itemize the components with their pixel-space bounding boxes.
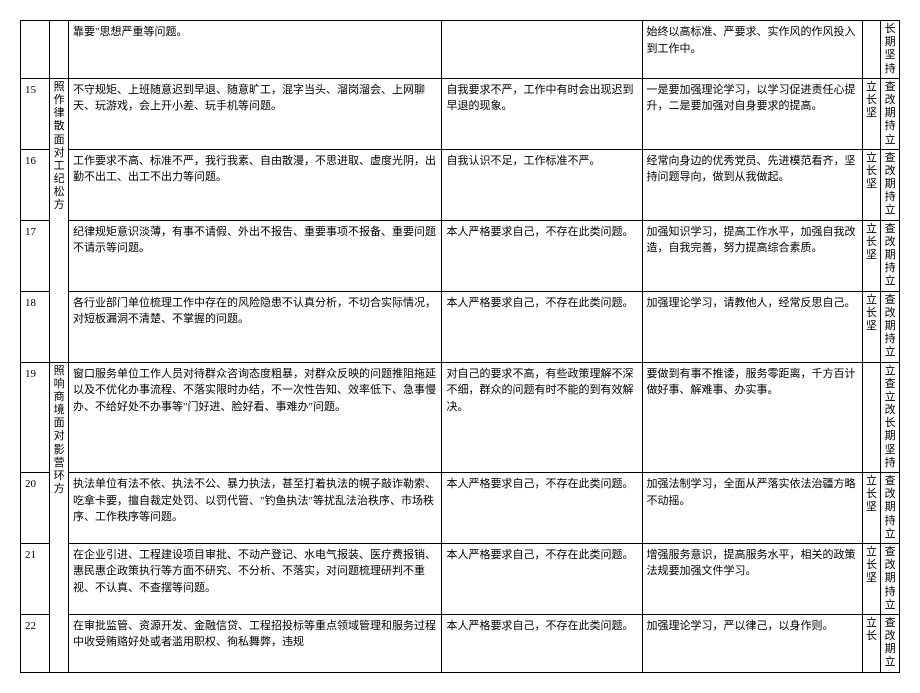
issue-cell: 在审批监管、资源开发、金融信贷、工程招投标等重点领域管理和服务过程中收受贿赂好处… [69, 614, 442, 672]
issue-cell: 靠要"思想严重等问题。 [69, 21, 442, 79]
row-number: 15 [21, 78, 50, 149]
timeline1-cell: 立长坚 [862, 543, 881, 614]
table-row: 靠要"思想严重等问题。 始终以高标准、严要求、实作风的作风投入到工作中。长期坚持 [21, 21, 900, 79]
row-number: 22 [21, 614, 50, 672]
timeline2-cell: 查改期持立 [881, 473, 900, 544]
table-row: 19照响商境面对影营环方窗口服务单位工作人员对待群众咨询态度粗暴，对群众反映的问… [21, 362, 900, 473]
timeline2-cell: 查改期持立 [881, 220, 900, 291]
self-cell: 本人严格要求自己，不存在此类问题。 [442, 220, 642, 291]
row-number: 16 [21, 149, 50, 220]
timeline2-cell: 查改期立 [881, 614, 900, 672]
timeline1-cell [862, 21, 881, 79]
timeline2-cell: 长期坚持 [881, 21, 900, 79]
table-row: 21 在企业引进、工程建设项目审批、不动产登记、水电气报装、医疗费报销、惠民惠企政… [21, 543, 900, 614]
timeline1-cell: 立长坚 [862, 473, 881, 544]
row-number [21, 21, 50, 79]
issue-cell: 窗口服务单位工作人员对待群众咨询态度粗暴，对群众反映的问题推阻拖延以及不优化办事… [69, 362, 442, 473]
self-cell: 自我要求不严，工作中有时会出现迟到早退的现象。 [442, 78, 642, 149]
self-cell: 本人严格要求自己，不存在此类问题。 [442, 473, 642, 544]
action-cell: 加强法制学习，全面从严落实依法治疆方略不动摇。 [642, 473, 862, 544]
self-cell: 自我认识不足，工作标准不严。 [442, 149, 642, 220]
action-cell: 加强理论学习，请教他人，经常反思自己。 [642, 291, 862, 362]
timeline2-cell: 查改期持立 [881, 78, 900, 149]
timeline2-cell: 查改期持立 [881, 543, 900, 614]
table-row: 15照作律散面对工纪松方不守规矩、上班随意迟到早退、随意旷工，混字当头、溜岗溜会… [21, 78, 900, 149]
issue-cell: 工作要求不高、标准不严，我行我素、自由散漫，不思进取、虚度光阴，出勤不出工、出工… [69, 149, 442, 220]
self-cell [442, 21, 642, 79]
timeline1-cell: 立长坚 [862, 220, 881, 291]
table-row: 17 纪律规矩意识淡薄，有事不请假、外出不报告、重要事项不报备、重要问题不请示等问… [21, 220, 900, 291]
timeline1-cell: 立长 [862, 614, 881, 672]
timeline1-cell [862, 362, 881, 473]
action-cell: 要做到有事不推诿，服务零距离，千方百计做好事、解难事、办实事。 [642, 362, 862, 473]
table-row: 22 在审批监管、资源开发、金融信贷、工程招投标等重点领域管理和服务过程中收受贿赂… [21, 614, 900, 672]
action-cell: 加强理论学习，严以律己，以身作则。 [642, 614, 862, 672]
issue-cell: 执法单位有法不依、执法不公、暴力执法，甚至打着执法的幌子敲诈勒索、吃拿卡要，擅自… [69, 473, 442, 544]
category-cell [50, 21, 69, 79]
timeline2-cell: 立查立改长期坚持 [881, 362, 900, 473]
category-cell: 照响商境面对影营环方 [50, 362, 69, 672]
issue-cell: 纪律规矩意识淡薄，有事不请假、外出不报告、重要事项不报备、重要问题不请示等问题。 [69, 220, 442, 291]
table-row: 18 各行业部门单位梳理工作中存在的风险隐患不认真分析，不切合实际情况，对短板漏洞… [21, 291, 900, 362]
issues-table: 靠要"思想严重等问题。始终以高标准、严要求、实作风的作风投入到工作中。长期坚持1… [20, 20, 900, 673]
self-cell: 本人严格要求自己，不存在此类问题。 [442, 543, 642, 614]
table-row: 20 执法单位有法不依、执法不公、暴力执法，甚至打着执法的幌子敲诈勒索、吃拿卡要，… [21, 473, 900, 544]
action-cell: 增强服务意识，提高服务水平，相关的政策法规要加强文件学习。 [642, 543, 862, 614]
timeline1-cell: 立长坚 [862, 291, 881, 362]
action-cell: 加强知识学习，提高工作水平，加强自我改造，自我完善，努力提高综合素质。 [642, 220, 862, 291]
issue-cell: 不守规矩、上班随意迟到早退、随意旷工，混字当头、溜岗溜会、上网聊天、玩游戏，会上… [69, 78, 442, 149]
row-number: 18 [21, 291, 50, 362]
timeline2-cell: 查改期持立 [881, 291, 900, 362]
row-number: 17 [21, 220, 50, 291]
action-cell: 一是要加强理论学习，以学习促进责任心提升，二是要加强对自身要求的提高。 [642, 78, 862, 149]
self-cell: 对自己的要求不高，有些政策理解不深不细，群众的问题有时不能的到有效解决。 [442, 362, 642, 473]
issue-cell: 各行业部门单位梳理工作中存在的风险隐患不认真分析，不切合实际情况，对短板漏洞不清… [69, 291, 442, 362]
self-cell: 本人严格要求自己，不存在此类问题。 [442, 291, 642, 362]
issue-cell: 在企业引进、工程建设项目审批、不动产登记、水电气报装、医疗费报销、惠民惠企政策执… [69, 543, 442, 614]
action-cell: 经常向身边的优秀党员、先进模范看齐，坚持问题导向，做到从我做起。 [642, 149, 862, 220]
timeline1-cell: 立长坚 [862, 78, 881, 149]
row-number: 21 [21, 543, 50, 614]
action-cell: 始终以高标准、严要求、实作风的作风投入到工作中。 [642, 21, 862, 79]
self-cell: 本人严格要求自己，不存在此类问题。 [442, 614, 642, 672]
category-cell: 照作律散面对工纪松方 [50, 78, 69, 362]
table-row: 16 工作要求不高、标准不严，我行我素、自由散漫，不思进取、虚度光阴，出勤不出工、… [21, 149, 900, 220]
timeline2-cell: 查改期持立 [881, 149, 900, 220]
row-number: 19 [21, 362, 50, 473]
row-number: 20 [21, 473, 50, 544]
timeline1-cell: 立长坚 [862, 149, 881, 220]
